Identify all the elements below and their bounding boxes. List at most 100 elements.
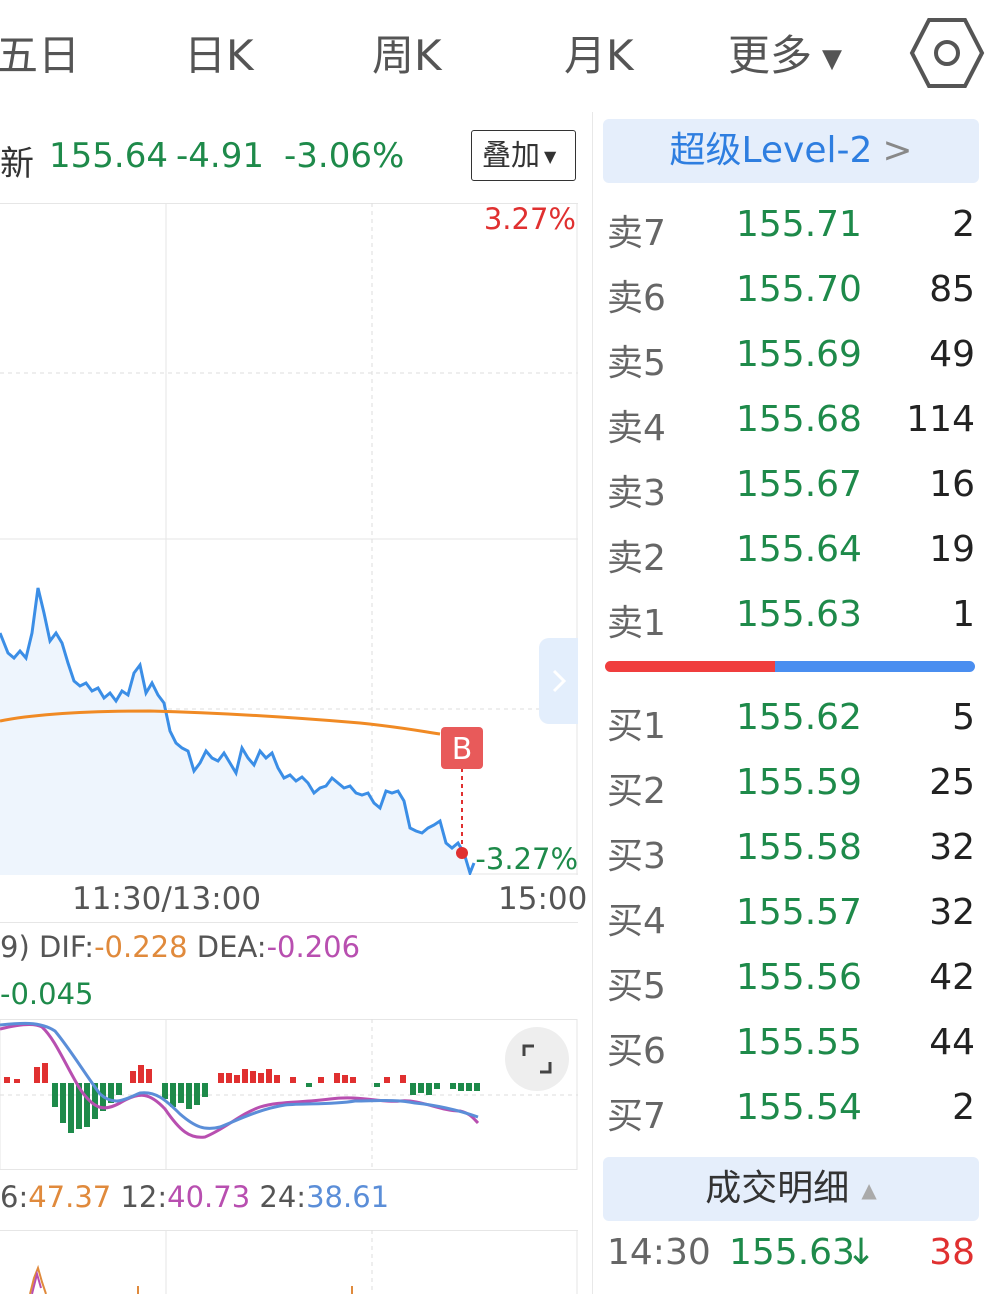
tab-label: 五日 <box>0 31 81 80</box>
rsi12-value: 40.73 <box>167 1180 251 1214</box>
ask-price: 155.69 <box>736 334 862 375</box>
divider <box>0 922 578 923</box>
bid-row[interactable]: 买3 155.58 32 <box>603 823 979 879</box>
ask-row[interactable]: 卖3 155.67 16 <box>603 460 979 516</box>
ask-volume: 19 <box>929 529 975 570</box>
rsi24-label: 24: <box>259 1180 307 1214</box>
bid-row[interactable]: 买6 155.55 44 <box>603 1018 979 1074</box>
fullscreen-button[interactable] <box>505 1027 569 1091</box>
buy-marker-dot <box>456 847 468 859</box>
ask-volume: 1 <box>952 594 975 635</box>
bid-price: 155.56 <box>736 957 862 998</box>
tab-label: 月K <box>564 31 634 80</box>
bottom-pct-label: -3.27% <box>475 842 578 875</box>
macd-chart[interactable] <box>0 1019 578 1170</box>
bid-row[interactable]: 买4 155.57 32 <box>603 888 979 944</box>
bid-label: 买5 <box>607 966 666 1007</box>
tab-weekly-k[interactable]: 周K <box>372 22 442 83</box>
rsi12-label: 12: <box>120 1180 168 1214</box>
bid-label: 买7 <box>607 1096 666 1137</box>
ask-label: 卖1 <box>607 603 666 644</box>
ask-row[interactable]: 卖1 155.63 1 <box>603 590 979 646</box>
ask-row[interactable]: 卖4 155.68 114 <box>603 395 979 451</box>
bid-volume: 42 <box>929 957 975 998</box>
rsi-line-secondary <box>31 1270 42 1294</box>
ask-volume: 2 <box>952 204 975 245</box>
tab-label: 周K <box>372 31 442 80</box>
rsi-chart[interactable] <box>0 1230 578 1294</box>
bid-price: 155.54 <box>736 1087 862 1128</box>
buy-marker-label: B <box>452 732 473 767</box>
latest-price: 155.64 <box>49 136 168 176</box>
ask-volume: 16 <box>929 464 975 505</box>
dea-line <box>0 1021 479 1130</box>
price-change: -4.91 <box>176 136 264 176</box>
trade-time: 14:30 <box>607 1232 711 1273</box>
caret-up-icon: ▲ <box>861 1178 877 1202</box>
level2-label: 超级Level-2 <box>669 130 873 171</box>
tab-monthly-k[interactable]: 月K <box>564 22 634 83</box>
bid-price: 155.55 <box>736 1022 862 1063</box>
tab-daily-k[interactable]: 日K <box>184 22 254 83</box>
dif-value: -0.228 <box>94 930 188 964</box>
ask-row[interactable]: 卖7 155.71 2 <box>603 200 979 256</box>
bid-volume: 5 <box>952 697 975 738</box>
ask-label: 卖5 <box>607 343 666 384</box>
ask-price: 155.71 <box>736 204 862 245</box>
intraday-chart[interactable]: B 3.27% -3.27% <box>0 203 578 875</box>
ask-volume: 49 <box>929 334 975 375</box>
rsi-line <box>29 1264 47 1294</box>
caret-down-icon: ▼ <box>822 43 843 74</box>
bid-row[interactable]: 买1 155.62 5 <box>603 693 979 749</box>
trade-row: 14:30 155.63 ↓ 38 <box>603 1232 979 1282</box>
tab-five-day[interactable]: 五日 <box>0 22 80 83</box>
ask-row[interactable]: 卖6 155.70 85 <box>603 265 979 321</box>
settings-hexagon-icon[interactable] <box>908 14 986 92</box>
ask-label: 卖7 <box>607 213 666 254</box>
buy-marker-badge[interactable] <box>441 727 483 769</box>
overlay-button[interactable]: 叠加 ▼ <box>471 130 576 181</box>
top-pct-label: 3.27% <box>484 203 576 236</box>
ask-volume: 114 <box>906 399 975 440</box>
bid-volume: 2 <box>952 1087 975 1128</box>
bid-label: 买4 <box>607 901 666 942</box>
ask-row[interactable]: 卖2 155.64 19 <box>603 525 979 581</box>
macd-value: -0.045 <box>0 977 94 1011</box>
rsi-legend: 6:47.37 12:40.73 24:38.61 <box>0 1180 389 1214</box>
dea-label: DEA: <box>196 930 267 964</box>
ask-price: 155.68 <box>736 399 862 440</box>
rsi6-label: 6: <box>0 1180 29 1214</box>
dea-value: -0.206 <box>266 930 361 964</box>
order-book-panel <box>592 112 1001 1294</box>
dif-label: DIF: <box>38 930 95 964</box>
bid-label: 买3 <box>607 836 666 877</box>
bid-price: 155.58 <box>736 827 862 868</box>
bid-label: 买6 <box>607 1031 666 1072</box>
bid-volume: 44 <box>929 1022 975 1063</box>
expand-panel-handle[interactable] <box>539 638 578 724</box>
price-line <box>0 587 476 875</box>
chevron-right-icon: > <box>882 130 913 171</box>
ask-row[interactable]: 卖5 155.69 49 <box>603 330 979 386</box>
trade-details-label: 成交明细 <box>705 1168 850 1209</box>
bid-row[interactable]: 买7 155.54 2 <box>603 1083 979 1139</box>
macd-legend: 9) DIF:-0.228 DEA:-0.206 <box>0 930 360 964</box>
price-summary: 新 155.64 -4.91 -3.06% <box>0 132 470 184</box>
sell-ratio-segment <box>775 661 975 672</box>
bid-volume: 25 <box>929 762 975 803</box>
bid-label: 买1 <box>607 706 666 747</box>
buy-ratio-segment <box>605 661 776 672</box>
level2-banner[interactable]: 超级Level-2 > <box>603 119 979 183</box>
macd-value-row: -0.045 <box>0 977 94 1011</box>
bid-row[interactable]: 买2 155.59 25 <box>603 758 979 814</box>
ask-price: 155.70 <box>736 269 862 310</box>
tab-more[interactable]: 更多 ▼ <box>728 22 842 83</box>
bid-label: 买2 <box>607 771 666 812</box>
rsi24-value: 38.61 <box>306 1180 390 1214</box>
bid-volume: 32 <box>929 892 975 933</box>
ask-volume: 85 <box>929 269 975 310</box>
ask-label: 卖4 <box>607 408 666 449</box>
ask-price: 155.64 <box>736 529 862 570</box>
bid-row[interactable]: 买5 155.56 42 <box>603 953 979 1009</box>
trade-details-toggle[interactable]: 成交明细 ▲ <box>603 1157 979 1221</box>
